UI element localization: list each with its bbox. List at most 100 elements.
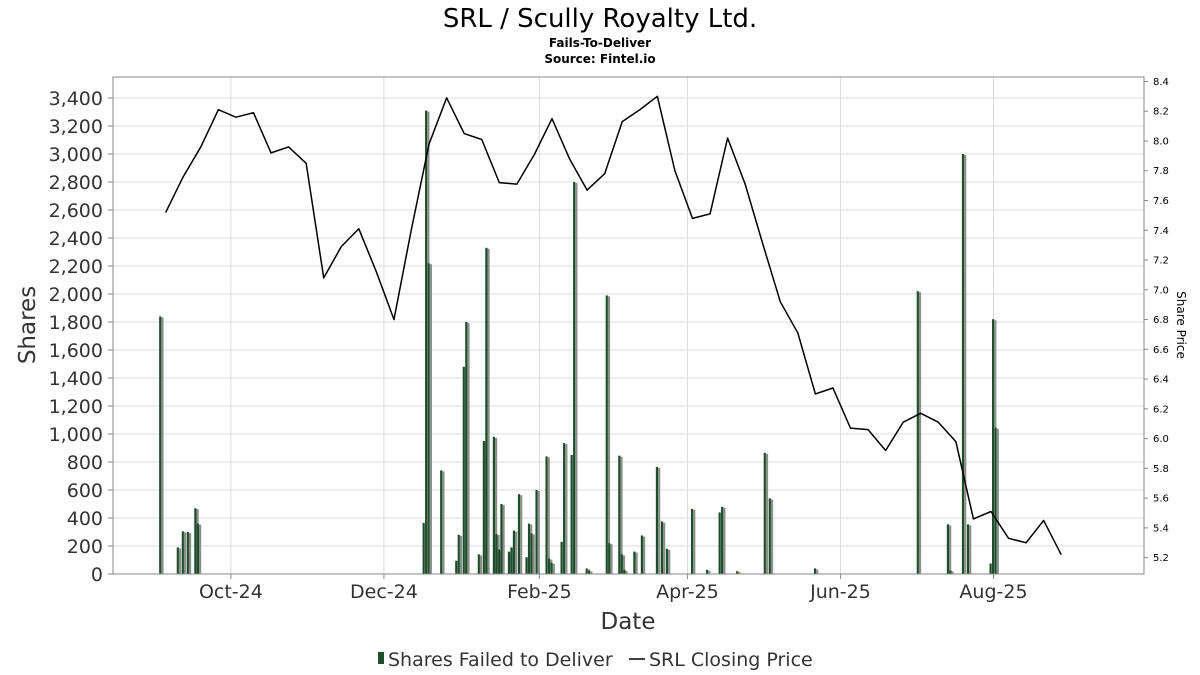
fail-bar-shadow (620, 456, 623, 574)
fail-bar (181, 531, 184, 574)
fail-bar (560, 541, 563, 574)
fail-bar (462, 366, 465, 574)
fail-bar (966, 524, 970, 574)
legend-line-label: SRL Closing Price (649, 649, 813, 671)
fail-bar-shadow (552, 563, 555, 574)
grid-lines (113, 77, 1144, 575)
fail-bar (176, 547, 179, 574)
fail-bar-shadow (723, 507, 726, 574)
fail-bar-shadow (610, 544, 613, 574)
fail-bar (570, 455, 573, 574)
y2-tick-label: 5.2 (1153, 553, 1169, 564)
fail-bar-shadow (765, 453, 769, 574)
fail-bar (482, 441, 485, 574)
fail-bar-shadow (949, 525, 952, 574)
fail-bar (623, 569, 626, 574)
y2-tick-label: 7.4 (1153, 226, 1169, 237)
x-tick-label: Dec-24 (350, 581, 418, 603)
y-tick-label: 2,600 (49, 200, 103, 222)
y-tick-label: 1,000 (49, 424, 103, 446)
fail-bar (961, 154, 965, 574)
fail-bar (588, 570, 591, 574)
fail-bar (186, 532, 189, 574)
chart-subtitle: Fails-To-Deliver (549, 36, 651, 50)
fail-bar (660, 521, 664, 574)
fail-bar (620, 554, 623, 574)
x-tick-label: Aug-25 (959, 581, 1027, 603)
right-axis-ticks: 5.2 5.4 5.6 5.8 6.0 6.2 6.4 6.6 6.8 7.0 7.2 7.4 7.6 7… (1144, 77, 1169, 564)
fail-bar (497, 549, 501, 574)
fail-bar (736, 571, 739, 574)
fail-bar (573, 182, 576, 574)
fail-bar (640, 535, 643, 574)
fail-bar-shadow (442, 471, 445, 574)
legend: Shares Failed to Deliver SRL Closing Pri… (378, 649, 813, 671)
fail-bar-shadow (515, 531, 518, 574)
fail-bar-shadow (532, 534, 535, 574)
fail-bar-shadow (467, 323, 470, 574)
fail-bar-shadow (693, 509, 696, 574)
fail-bar-shadow (635, 552, 638, 574)
fail-bar (665, 548, 669, 574)
y2-tick-label: 6.0 (1153, 434, 1169, 445)
fail-bar (718, 512, 721, 574)
y-tick-label: 1,600 (49, 340, 103, 362)
legend-bar-swatch (378, 652, 384, 664)
y-tick-label: 1,200 (49, 396, 103, 418)
fail-bar-shadow (520, 495, 523, 574)
fail-bar-shadow (198, 524, 202, 574)
y-tick-label: 2,400 (49, 228, 103, 250)
fail-bar (706, 569, 709, 574)
fails-bars (159, 110, 999, 575)
fail-bar (991, 319, 995, 574)
fail-bar (500, 504, 503, 574)
chart-source: Source: Fintel.io (544, 52, 655, 66)
plot-frame (112, 76, 1145, 575)
fail-bar (477, 554, 480, 574)
fail-bar (510, 547, 513, 574)
y2-tick-label: 7.2 (1153, 256, 1169, 267)
y-tick-label: 1,400 (49, 368, 103, 390)
fail-bar-shadow (178, 548, 182, 574)
fail-bar-shadow (816, 569, 819, 574)
fail-bar-shadow (494, 437, 498, 574)
fail-bar-shadow (708, 570, 711, 574)
chart-title: SRL / Scully Royalty Ltd. (443, 4, 757, 34)
y-tick-label: 3,200 (49, 116, 103, 138)
fail-bar (949, 570, 952, 574)
fail-bar (527, 523, 531, 574)
fail-bar-shadow (607, 296, 611, 574)
y2-tick-label: 6.6 (1153, 345, 1169, 356)
fail-bar (585, 568, 588, 574)
fail-bar-shadow (964, 155, 967, 574)
fail-bar-shadow (188, 533, 192, 574)
y2-tick-label: 8.0 (1153, 136, 1169, 147)
fail-bar (721, 506, 724, 574)
y2-axis-label: Share Price (1174, 291, 1188, 359)
x-tick-label: Jun-25 (809, 581, 871, 603)
fail-bar (763, 452, 766, 574)
x-tick-label: Oct-24 (199, 581, 263, 603)
fail-bar-shadow (770, 499, 774, 574)
fail-bar-shadow (183, 532, 187, 574)
legend-bar-label: Shares Failed to Deliver (388, 649, 613, 671)
y2-tick-label: 7.0 (1153, 285, 1169, 296)
fail-bar (690, 508, 694, 574)
fail-bar (440, 470, 443, 574)
fail-bar-shadow (590, 571, 593, 574)
fail-bar-shadow (161, 317, 164, 574)
y-tick-label: 200 (67, 536, 103, 558)
plot-area (113, 77, 1144, 574)
fail-bar-shadow (502, 505, 505, 574)
fail-bar (425, 110, 428, 574)
fail-bar-shadow (622, 555, 626, 574)
x-tick-label: Apr-25 (656, 581, 719, 603)
fail-bar (608, 543, 611, 574)
y-tick-label: 3,400 (49, 88, 103, 110)
y2-tick-label: 7.8 (1153, 166, 1169, 177)
y-tick-label: 800 (67, 452, 103, 474)
y2-tick-label: 5.4 (1153, 523, 1169, 534)
y-tick-label: 3,000 (49, 144, 103, 166)
y-tick-label: 1,800 (49, 312, 103, 334)
